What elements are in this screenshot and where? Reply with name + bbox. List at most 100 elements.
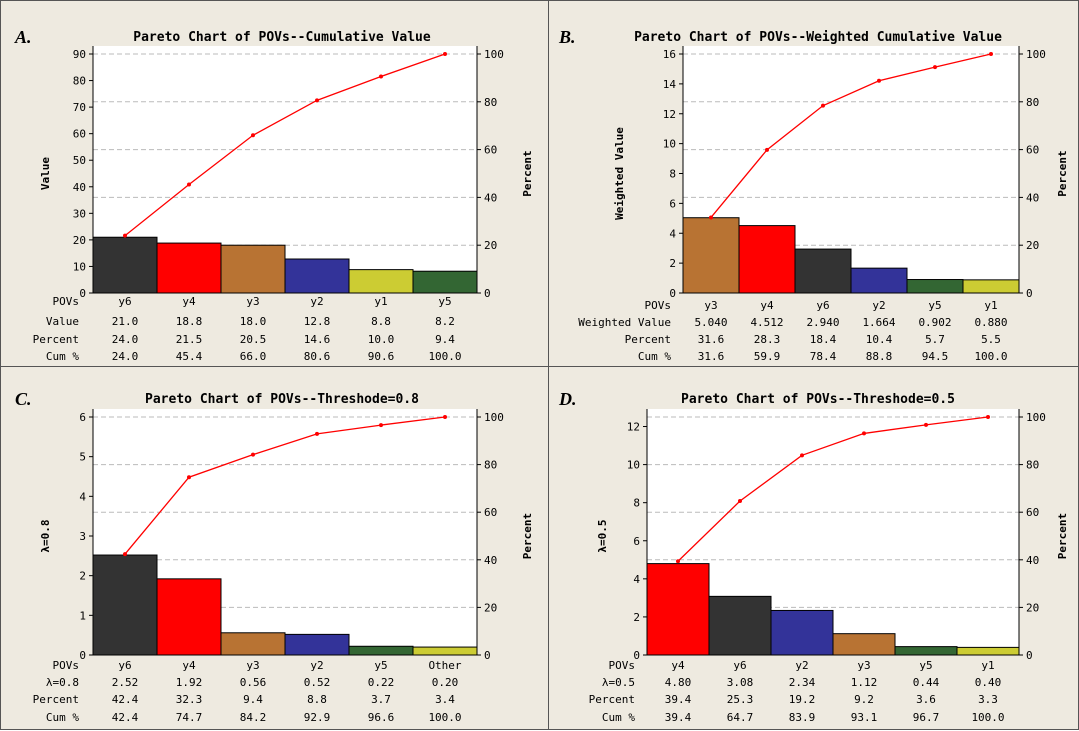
cumulative-point-2: [765, 147, 769, 152]
cumulative-point-6: [986, 415, 990, 419]
table-cell: 0.44: [913, 676, 940, 689]
bar-y1: [962, 279, 1020, 294]
table-cell: 3.7: [371, 693, 391, 706]
bar-y1: [956, 646, 1020, 656]
y-axis-label: Weighted Value: [613, 127, 626, 220]
table-row-label: Cum %: [46, 350, 79, 363]
table-cell: y2: [872, 299, 885, 312]
table-cell: 3.6: [916, 693, 936, 706]
table-cell: 93.1: [851, 711, 878, 724]
table-cell: 3.08: [727, 676, 754, 689]
chart-title: Pareto Chart of POVs--Threshode=0.8: [145, 392, 419, 407]
pareto-chart-d: 0 2 4 6 8 10 12 0 20 40 60 80 100 Pareto Chart of POV…: [558, 389, 1069, 724]
table-cell: 19.2: [789, 693, 816, 706]
left-tick-label: 6: [633, 535, 640, 548]
chart-title: Pareto Chart of POVs--Cumulative Value: [133, 30, 431, 45]
table-row-label: Value: [46, 315, 79, 328]
y2-axis-label: Percent: [521, 513, 534, 559]
table-cell: 2.52: [112, 676, 139, 689]
table-cell: 0.56: [240, 676, 267, 689]
bar-y6: [92, 554, 158, 656]
right-tick-label: 20: [484, 239, 497, 252]
left-tick-label: 2: [669, 257, 676, 270]
right-tick-label: 60: [1026, 506, 1039, 519]
cumulative-point-4: [862, 431, 866, 436]
table-row-label: POVs: [53, 659, 80, 672]
left-tick-label: 2: [633, 611, 640, 624]
table-cell: 18.0: [240, 315, 267, 328]
table-cell: 96.7: [913, 711, 940, 724]
left-tick-label: 10: [627, 459, 640, 472]
cumulative-point-1: [123, 233, 127, 238]
table-cell: 9.2: [854, 693, 874, 706]
left-tick-label: 12: [627, 421, 640, 434]
table-row-label: Percent: [589, 693, 635, 706]
y2-axis-label: Percent: [521, 150, 534, 196]
left-tick-label: 1: [79, 609, 86, 622]
table-cell: 21.0: [112, 315, 139, 328]
cumulative-point-1: [676, 559, 680, 564]
cumulative-point-5: [379, 423, 383, 428]
table-cell: y5: [928, 299, 941, 312]
right-tick-label: 0: [484, 287, 491, 300]
table-cell: 21.5: [176, 333, 203, 346]
cumulative-point-6: [443, 415, 447, 419]
cumulative-point-2: [187, 475, 191, 480]
bar-y2: [850, 267, 908, 294]
table-cell: 10.0: [368, 333, 395, 346]
bar-y6: [708, 595, 772, 656]
bar-y6: [794, 248, 852, 294]
left-tick-label: 50: [73, 154, 86, 167]
bar-y6: [92, 236, 158, 294]
table-cell: 88.8: [866, 350, 893, 363]
left-tick-label: 5: [79, 451, 86, 464]
bar-y5: [348, 645, 414, 656]
panel-letter: B.: [558, 27, 576, 47]
right-tick-label: 20: [484, 601, 497, 614]
panel-letter: D.: [558, 389, 577, 409]
panel-c: 0 1 2 3 4 5 6 0 20 40 60 80 100 Pareto Chart of POVs-…: [0, 366, 549, 730]
table-cell: y4: [671, 659, 685, 672]
y2-axis-label: Percent: [1056, 150, 1069, 196]
left-tick-label: 8: [669, 168, 676, 181]
right-tick-label: 60: [484, 506, 497, 519]
table-row-label: POVs: [53, 295, 80, 308]
bar-y5: [894, 646, 958, 656]
table-cell: y4: [182, 295, 196, 308]
right-tick-label: 40: [484, 554, 497, 567]
right-tick-label: 80: [484, 96, 497, 109]
table-cell: y2: [795, 659, 808, 672]
table-cell: 10.4: [866, 333, 893, 346]
cumulative-point-1: [123, 552, 127, 557]
table-cell: 5.5: [981, 333, 1001, 346]
right-tick-label: 40: [1026, 191, 1039, 204]
table-cell: y6: [733, 659, 746, 672]
table-cell: 74.7: [176, 711, 203, 724]
table-cell: 0.880: [974, 316, 1007, 329]
left-tick-label: 60: [73, 128, 86, 141]
table-cell: y1: [981, 659, 994, 672]
cumulative-point-4: [315, 98, 319, 103]
table-cell: y3: [246, 295, 259, 308]
right-tick-label: 20: [1026, 601, 1039, 614]
table-cell: 0.52: [304, 676, 331, 689]
left-tick-label: 0: [669, 287, 676, 300]
table-cell: y5: [919, 659, 932, 672]
table-cell: 66.0: [240, 350, 267, 363]
table-cell: 94.5: [922, 350, 949, 363]
table-cell: 8.8: [371, 315, 391, 328]
table-cell: y3: [246, 659, 259, 672]
table-row-label: POVs: [645, 299, 672, 312]
table-cell: 12.8: [304, 315, 331, 328]
table-cell: 0.22: [368, 676, 395, 689]
right-tick-label: 40: [484, 191, 497, 204]
table-cell: y6: [118, 295, 131, 308]
table-row-label: Cum %: [46, 711, 79, 724]
table-cell: 5.040: [694, 316, 727, 329]
table-cell: 100.0: [971, 711, 1004, 724]
table-cell: 2.34: [789, 676, 816, 689]
table-cell: 1.12: [851, 676, 878, 689]
table-cell: 59.9: [754, 350, 781, 363]
right-tick-label: 0: [1026, 649, 1033, 662]
